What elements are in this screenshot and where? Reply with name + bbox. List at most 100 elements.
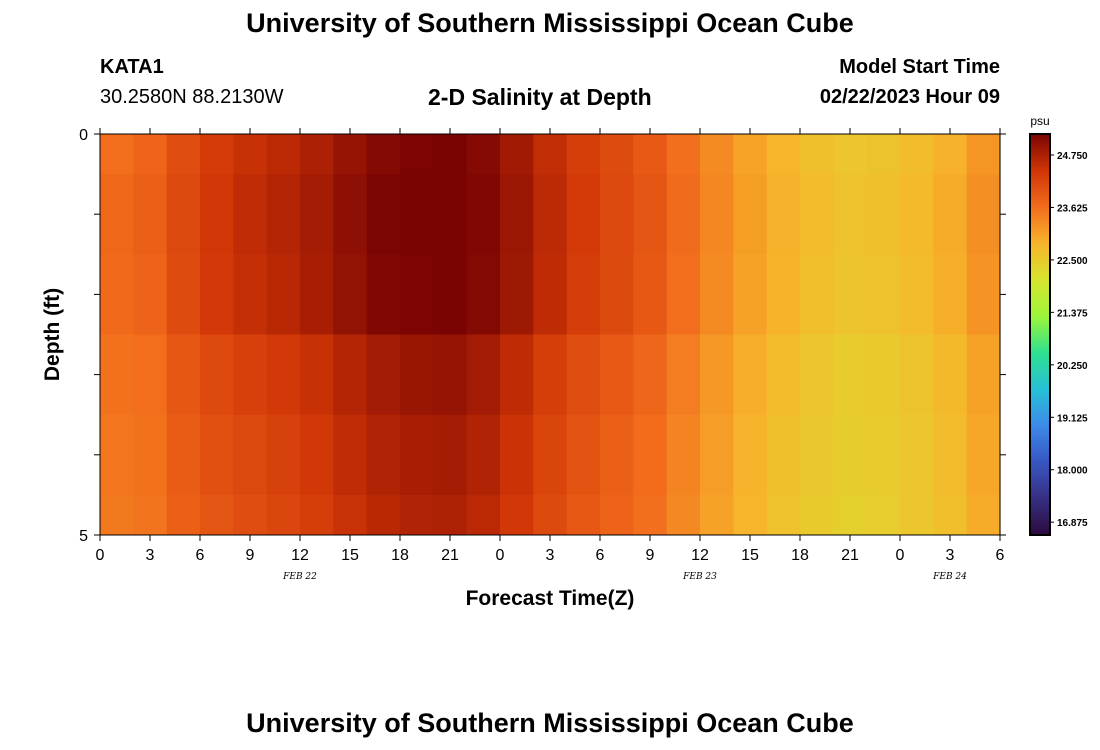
heatmap-cell (766, 134, 801, 175)
heatmap-cell (166, 134, 201, 175)
heatmap-cell (266, 254, 301, 335)
heatmap-cell (700, 334, 734, 416)
heatmap-cell (766, 494, 801, 536)
heatmap-cell (333, 414, 368, 496)
heatmap-cells (100, 134, 1001, 536)
x-tick-label: 0 (96, 547, 105, 564)
heatmap-cell (766, 334, 801, 416)
heatmap-cell (200, 334, 234, 416)
heatmap-cell (700, 134, 734, 175)
heatmap-cell (433, 254, 468, 335)
heatmap-cell (833, 134, 868, 175)
colorbar-tick-label: 22.500 (1057, 256, 1088, 267)
heatmap-cell (700, 414, 734, 496)
x-tick-label: 21 (841, 547, 859, 564)
heatmap-cell (666, 254, 701, 335)
heatmap-cell (933, 174, 968, 255)
heatmap-cell (733, 254, 768, 335)
heatmap-cell (533, 254, 568, 335)
heatmap-cell (933, 494, 968, 536)
x-tick-label: 6 (596, 547, 605, 564)
heatmap-cell (533, 174, 568, 255)
heatmap-cell (133, 414, 168, 496)
heatmap-cell (700, 174, 734, 255)
heatmap-cell (800, 334, 834, 416)
y-tick-label: 5 (79, 528, 88, 545)
heatmap-cell (633, 414, 668, 496)
heatmap-cell (233, 334, 268, 416)
heatmap-cell (933, 414, 968, 496)
heatmap-cell (633, 494, 668, 536)
heatmap-cell (700, 254, 734, 335)
heatmap-cell (233, 134, 268, 175)
x-tick-label: 0 (496, 547, 505, 564)
x-tick-label: 21 (441, 547, 459, 564)
heatmap-cell (433, 174, 468, 255)
heatmap-cell (100, 494, 134, 536)
heatmap-cell (566, 334, 601, 416)
heatmap-cell (966, 254, 1001, 335)
heatmap-cell (466, 134, 501, 175)
heatmap-cell (533, 334, 568, 416)
heatmap-cell (800, 254, 834, 335)
x-tick-label: 3 (946, 547, 955, 564)
x-tick-label: 15 (741, 547, 759, 564)
x-axis-title: Forecast Time(Z) (466, 587, 635, 610)
heatmap-cell (400, 494, 434, 536)
heatmap-cell (333, 174, 368, 255)
heatmap-cell (666, 494, 701, 536)
heatmap-cell (100, 334, 134, 416)
heatmap-cell (300, 494, 334, 536)
heatmap-cell (166, 334, 201, 416)
heatmap-cell (733, 334, 768, 416)
heatmap-cell (400, 414, 434, 496)
heatmap-cell (800, 414, 834, 496)
station-coordinates: 30.2580N 88.2130W (100, 86, 284, 108)
heatmap-cell (100, 134, 134, 175)
heatmap-cell (366, 134, 401, 175)
x-tick-label: 18 (391, 547, 409, 564)
heatmap-cell (500, 134, 534, 175)
heatmap-cell (366, 494, 401, 536)
station-id: KATA1 (100, 56, 164, 78)
colorbar-tick-label: 21.375 (1057, 308, 1088, 319)
heatmap-cell (400, 174, 434, 255)
heatmap-cell (700, 494, 734, 536)
heatmap-cell (633, 134, 668, 175)
heatmap-cell (966, 134, 1001, 175)
heatmap-cell (533, 494, 568, 536)
heatmap-cell (333, 134, 368, 175)
heatmap-cell (466, 494, 501, 536)
y-axis-title: Depth (ft) (41, 288, 64, 381)
heatmap-cell (966, 494, 1001, 536)
heatmap-cell (533, 134, 568, 175)
x-tick-label: 3 (146, 547, 155, 564)
heatmap-cell (633, 334, 668, 416)
x-tick-label: 6 (996, 547, 1005, 564)
heatmap-cell (300, 334, 334, 416)
heatmap-cell (866, 414, 901, 496)
x-tick-label: 0 (896, 547, 905, 564)
heatmap-cell (433, 414, 468, 496)
heatmap-cell (600, 494, 634, 536)
heatmap-cell (566, 174, 601, 255)
heatmap-cell (833, 174, 868, 255)
heatmap-cell (500, 334, 534, 416)
heatmap-cell (433, 494, 468, 536)
heatmap-cell (600, 134, 634, 175)
heatmap-cell (333, 254, 368, 335)
heatmap-cell (133, 174, 168, 255)
heatmap-cell (366, 174, 401, 255)
heatmap-cell (200, 494, 234, 536)
heatmap-cell (366, 334, 401, 416)
model-start-label: Model Start Time (839, 56, 1000, 78)
heatmap-cell (300, 174, 334, 255)
heatmap-cell (966, 174, 1001, 255)
heatmap-cell (600, 174, 634, 255)
heatmap-cell (200, 254, 234, 335)
heatmap-cell (900, 254, 934, 335)
heatmap-cell (500, 174, 534, 255)
colorbar-tick-label: 23.625 (1057, 203, 1088, 214)
heatmap-cell (466, 334, 501, 416)
date-label: FEB 23 (682, 572, 717, 582)
